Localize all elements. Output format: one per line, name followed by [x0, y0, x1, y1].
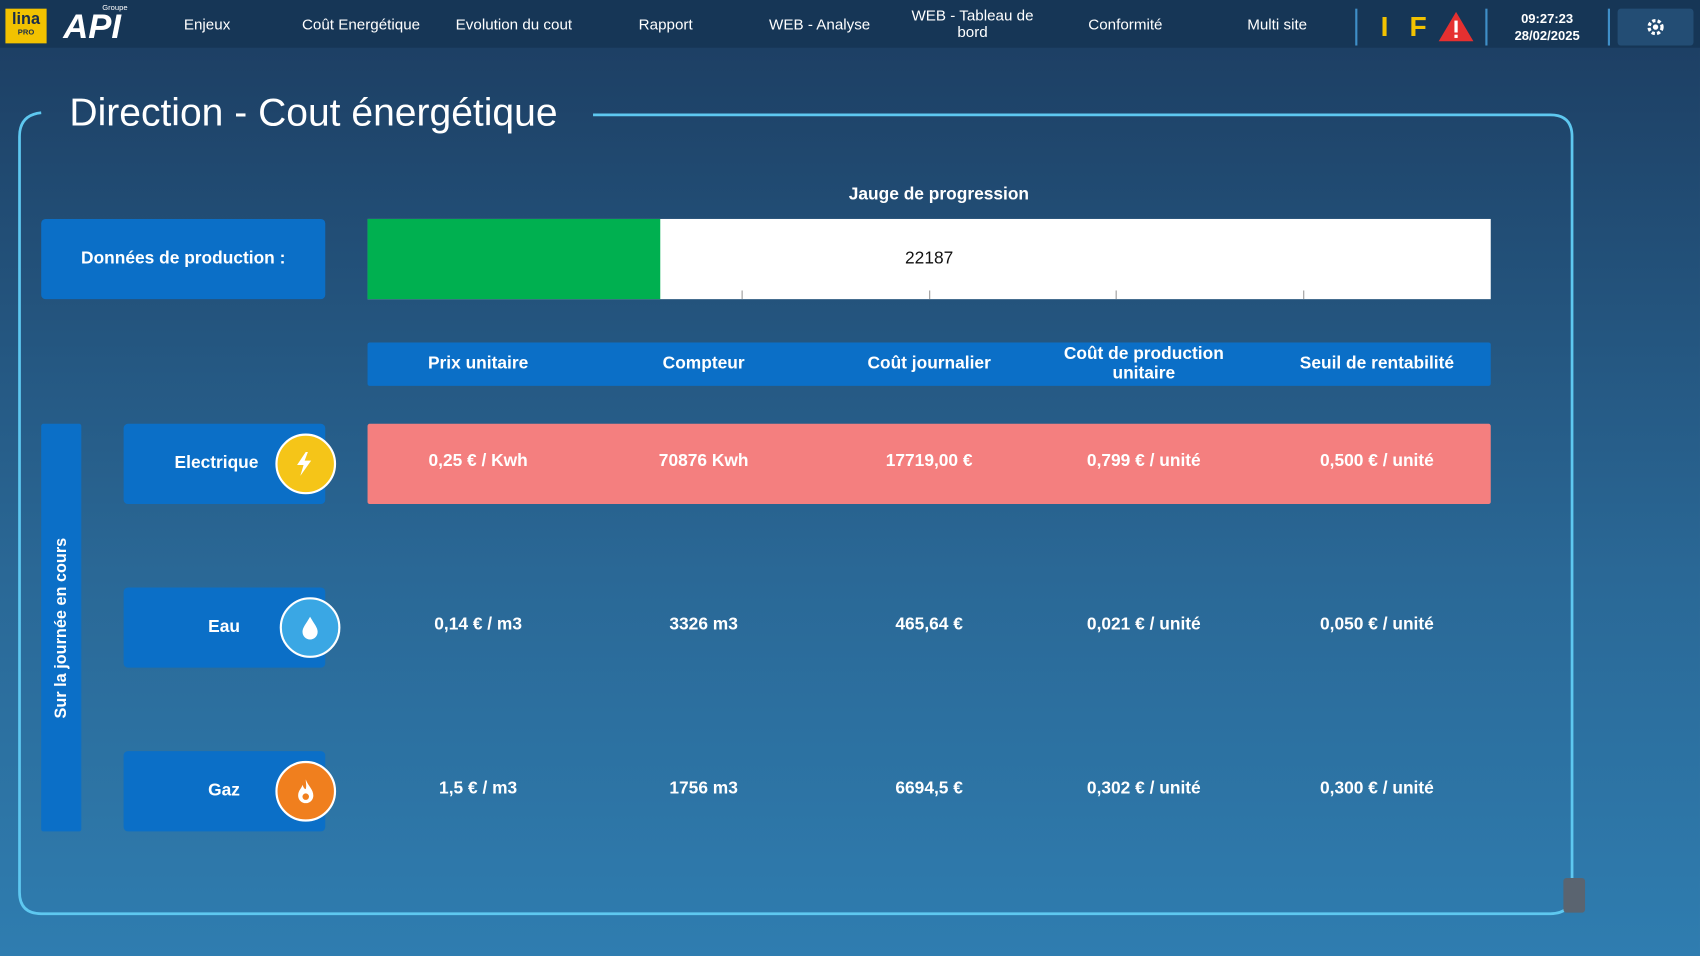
gauge-tick: [741, 290, 743, 300]
separator: [1355, 8, 1358, 46]
nav-item[interactable]: Rapport: [638, 14, 693, 32]
side-label: Sur la journée en cours: [52, 537, 71, 718]
cell: 1756 m3: [669, 779, 738, 798]
gauge-tick: [1303, 290, 1305, 300]
cell: 0,050 € / unité: [1320, 615, 1434, 635]
nav-item[interactable]: WEB - Tableau de bord: [911, 6, 1034, 41]
column-header: Coût de production unitaire: [1063, 344, 1224, 383]
cell: 0,500 € / unité: [1320, 451, 1434, 471]
cell: 0,021 € / unité: [1086, 615, 1201, 635]
time: 09:27:23: [1521, 10, 1574, 27]
row-icon: [275, 433, 337, 495]
nav-item[interactable]: Conformité: [1088, 14, 1163, 32]
cell: 0,300 € / unité: [1320, 779, 1434, 798]
separator: [1607, 8, 1611, 46]
logo-text: lina: [12, 9, 41, 29]
page-title: Direction - Cout énergétique: [69, 89, 558, 135]
table-header: [367, 342, 1491, 386]
logo-sub: PRO: [17, 29, 35, 37]
nav-item[interactable]: Multi site: [1247, 14, 1308, 32]
gauge-value: 22187: [905, 249, 954, 268]
nav-item[interactable]: Evolution du cout: [455, 14, 573, 32]
row-icon: [279, 597, 341, 658]
settings-button[interactable]: [1617, 8, 1694, 46]
column-header: Seuil de rentabilité: [1299, 354, 1455, 373]
gear-icon: [1647, 18, 1664, 36]
separator: [1485, 8, 1488, 46]
column-header: Compteur: [662, 354, 745, 373]
column-header: Prix unitaire: [427, 354, 529, 373]
date: 28/02/2025: [1514, 28, 1580, 44]
row-highlight: [367, 423, 1491, 505]
cell: 3326 m3: [669, 615, 738, 635]
icon-glyph: [298, 779, 314, 804]
cell: 6694,5 €: [895, 779, 963, 798]
nav-item[interactable]: Enjeux: [183, 14, 231, 32]
gauge-fill: [367, 218, 661, 300]
nav-item[interactable]: WEB - Analyse: [769, 14, 871, 32]
cell: 0,799 € / unité: [1086, 451, 1201, 471]
row-icon: [275, 760, 337, 822]
cell: 70876 Kwh: [658, 451, 749, 471]
brand-sub: Groupe: [102, 3, 128, 12]
gauge-tick: [929, 290, 931, 300]
indicator[interactable]: F: [1409, 9, 1427, 42]
cell: 1,5 € / m3: [439, 779, 518, 798]
brand: API: [63, 5, 122, 45]
logo[interactable]: lina PRO: [5, 8, 47, 44]
icon-glyph: [302, 616, 318, 640]
cell: 0,25 € / Kwh: [428, 451, 528, 471]
side-bar: Sur la journée en cours: [41, 423, 82, 832]
column-header: Coût journalier: [867, 354, 991, 373]
cell: 0,302 € / unité: [1086, 779, 1201, 798]
production-label: Données de production :: [41, 218, 326, 300]
gauge-tick: [1115, 290, 1117, 300]
indicator[interactable]: I: [1380, 9, 1389, 42]
cell: 465,64 €: [895, 615, 963, 635]
cell: 17719,00 €: [885, 451, 973, 471]
icon-glyph: [297, 451, 312, 476]
gauge: 22187: [367, 218, 1491, 300]
nav-item[interactable]: Coût Energétique: [301, 14, 421, 32]
alarm-icon[interactable]: [1438, 10, 1475, 43]
top-bar: [0, 0, 1700, 48]
gauge-label: Jauge de progression: [848, 185, 1030, 204]
cell: 0,14 € / m3: [434, 615, 522, 635]
